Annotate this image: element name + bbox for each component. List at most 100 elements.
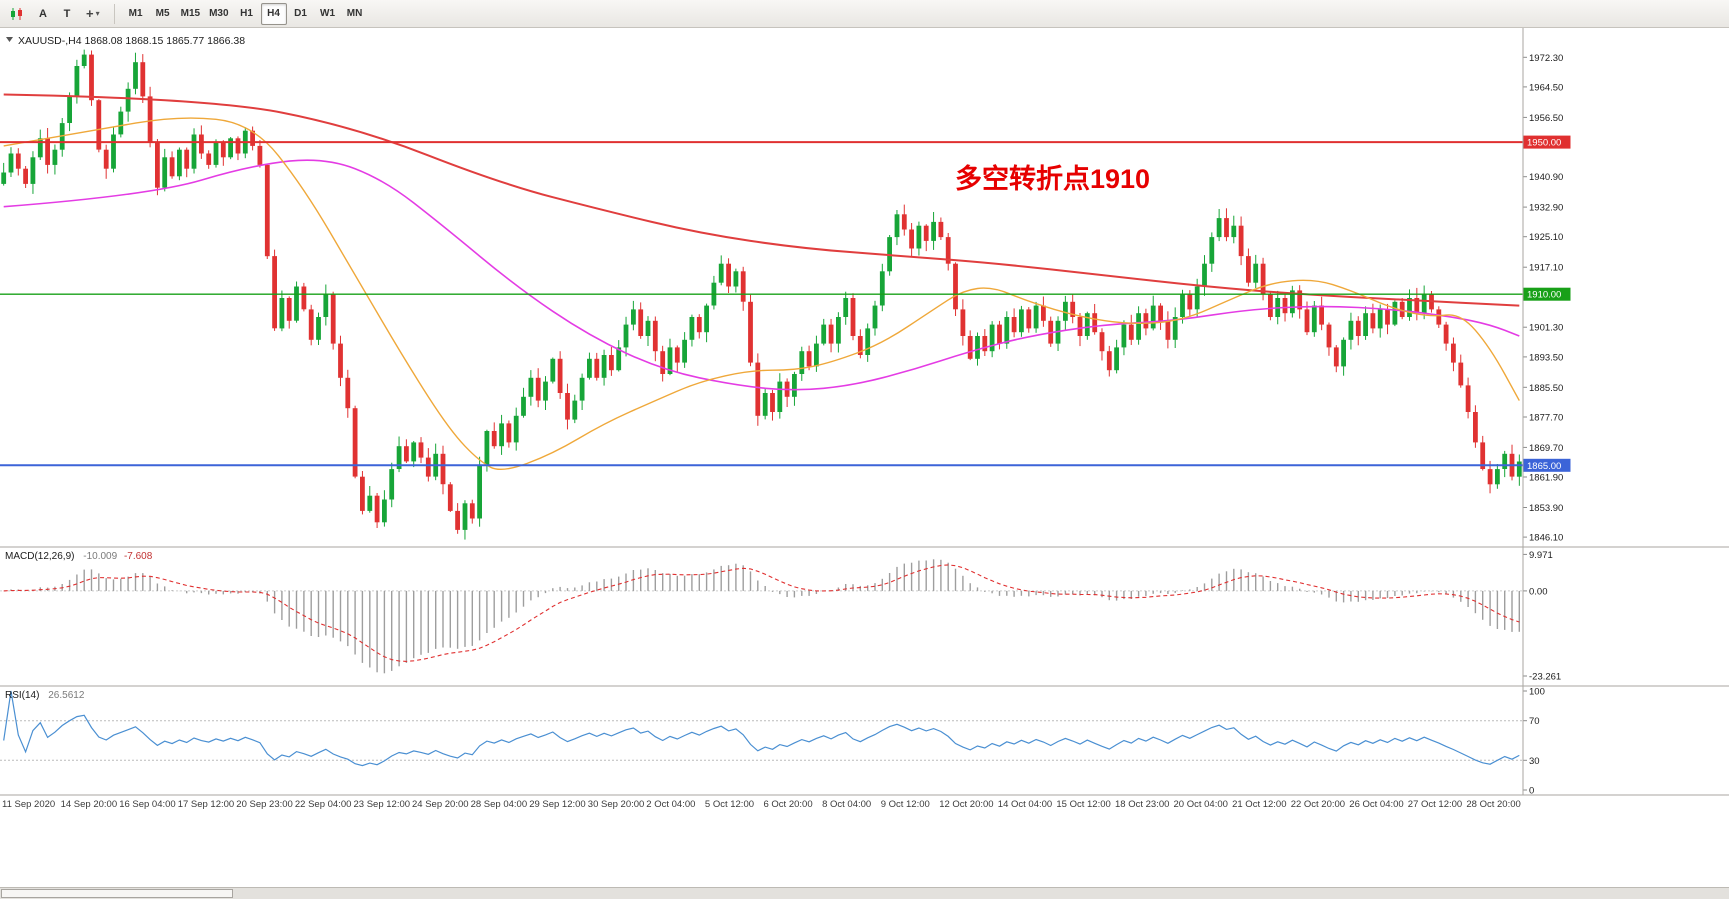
candle-body [953, 263, 958, 310]
candle-body [96, 100, 102, 150]
candle-body [923, 225, 929, 241]
candle-body [770, 393, 775, 412]
macd-header: MACD(12,26,9) -10.009 -7.608 [5, 551, 153, 562]
time-label: 16 Sep 04:00 [119, 799, 176, 810]
candle-body [177, 149, 182, 177]
price-scale-label: 1932.90 [1529, 203, 1563, 214]
tf-button-h4[interactable]: H4 [260, 2, 287, 25]
candle-body [1326, 324, 1332, 348]
price-tag-1910.00: 1910.00 [1523, 287, 1571, 301]
candle-body [367, 495, 373, 511]
candle-body [1385, 309, 1390, 325]
candle-body [360, 476, 365, 511]
mini-candles-icon [11, 7, 22, 20]
candle-body [814, 343, 819, 367]
panel-separators [0, 28, 1729, 796]
candle-body [111, 134, 116, 169]
price-scale[interactable]: 1950.00 1910.00 1865.00 1972.30 1964.50 1956.… [1523, 53, 1571, 797]
candle-body [528, 377, 534, 397]
time-label: 12 Oct 20:00 [939, 799, 993, 810]
tf-button-m5[interactable]: M5 [155, 8, 170, 19]
candle-body [1473, 412, 1478, 443]
candle-body [1158, 305, 1163, 321]
rsi-header: RSI(14) 26.5612 [5, 690, 85, 701]
crosshair-tool-button[interactable]: + ▾ [80, 3, 106, 25]
price-tag-1950.00: 1950.00 [1523, 135, 1571, 149]
price-scale-label: 1956.50 [1529, 113, 1563, 124]
time-label: 14 Oct 04:00 [998, 799, 1052, 810]
candle-body [1238, 225, 1244, 257]
cursor-tool-button[interactable]: A [39, 7, 47, 20]
candle-body [1026, 309, 1032, 329]
tf-button-m15[interactable]: M15 [180, 8, 201, 19]
time-label: 9 Oct 12:00 [881, 799, 930, 810]
candle-body [103, 149, 109, 169]
time-label: 17 Sep 12:00 [178, 799, 235, 810]
candle-body [316, 317, 321, 340]
tf-button-d1[interactable]: D1 [294, 8, 307, 19]
candle-body [272, 256, 277, 329]
macd-scale-label: 9.971 [1529, 550, 1553, 561]
candle-body [1414, 298, 1420, 314]
toolbar: A T + ▾ M1 M5 M15 M30 H1 H4 D1 W1 MN [0, 0, 1729, 28]
quote-collapse-icon[interactable] [6, 37, 13, 42]
candle-body [631, 309, 636, 325]
time-scale[interactable]: 11 Sep 2020 14 Sep 20:00 16 Sep 04:00 17 Se… [2, 799, 1521, 810]
tf-button-mn[interactable]: MN [346, 8, 363, 19]
candle-body [645, 320, 651, 336]
time-label: 27 Oct 12:00 [1408, 799, 1462, 810]
candle-body [674, 347, 680, 363]
candle-body [1033, 305, 1039, 329]
candle-body [462, 503, 468, 530]
tf-button-h1[interactable]: H1 [240, 8, 253, 19]
candle-body [682, 339, 687, 363]
time-label: 23 Sep 12:00 [354, 799, 411, 810]
candle-body [484, 431, 490, 466]
candles-layer [1, 49, 1522, 540]
candle-body [308, 309, 314, 340]
candle-body [330, 294, 336, 344]
candle-body [162, 157, 168, 188]
candle-body [1165, 320, 1171, 340]
candle-body [755, 362, 761, 416]
candle-body [872, 305, 878, 329]
candle-body [250, 130, 255, 146]
time-label: 15 Oct 12:00 [1056, 799, 1110, 810]
candle-body [1480, 442, 1486, 469]
candle-body [843, 298, 849, 317]
time-label: 20 Sep 23:00 [236, 799, 293, 810]
tf-button-m1[interactable]: M1 [128, 8, 143, 19]
candle-body [125, 88, 131, 112]
scrollbar-thumb[interactable] [1, 889, 233, 898]
candle-body [521, 396, 526, 416]
price-scale-label: 1853.90 [1529, 503, 1563, 514]
candle-body [931, 221, 936, 241]
text-tool-button[interactable]: T [63, 7, 71, 20]
chevron-down-icon: ▾ [95, 9, 100, 18]
candle-body [133, 62, 138, 89]
candle-body [206, 153, 212, 165]
tf-button-m30[interactable]: M30 [209, 8, 229, 19]
candle-body [1231, 225, 1237, 238]
price-scale-label: 1877.70 [1529, 413, 1563, 424]
candle-body [469, 503, 475, 519]
candle-body [30, 157, 36, 184]
svg-text:1865.00: 1865.00 [1527, 461, 1561, 472]
price-scale-label: 1917.10 [1529, 263, 1563, 274]
candle-body [748, 301, 753, 363]
candle-body [667, 347, 673, 374]
chart-canvas[interactable]: 1950.00 1910.00 1865.00 1972.30 1964.50 1956.… [0, 28, 1729, 887]
chart-window-icon[interactable] [4, 3, 30, 25]
candle-body [689, 317, 695, 340]
horizontal-scrollbar[interactable] [0, 887, 1729, 899]
time-label: 29 Sep 12:00 [529, 799, 586, 810]
time-label: 5 Oct 12:00 [705, 799, 754, 810]
candle-body [938, 221, 944, 238]
candle-body [1421, 294, 1427, 314]
macd-value-main: -10.009 [83, 551, 117, 562]
macd-histogram [10, 559, 1521, 674]
candle-body [1253, 263, 1259, 283]
candle-body [828, 324, 834, 344]
tf-button-w1[interactable]: W1 [320, 8, 336, 19]
